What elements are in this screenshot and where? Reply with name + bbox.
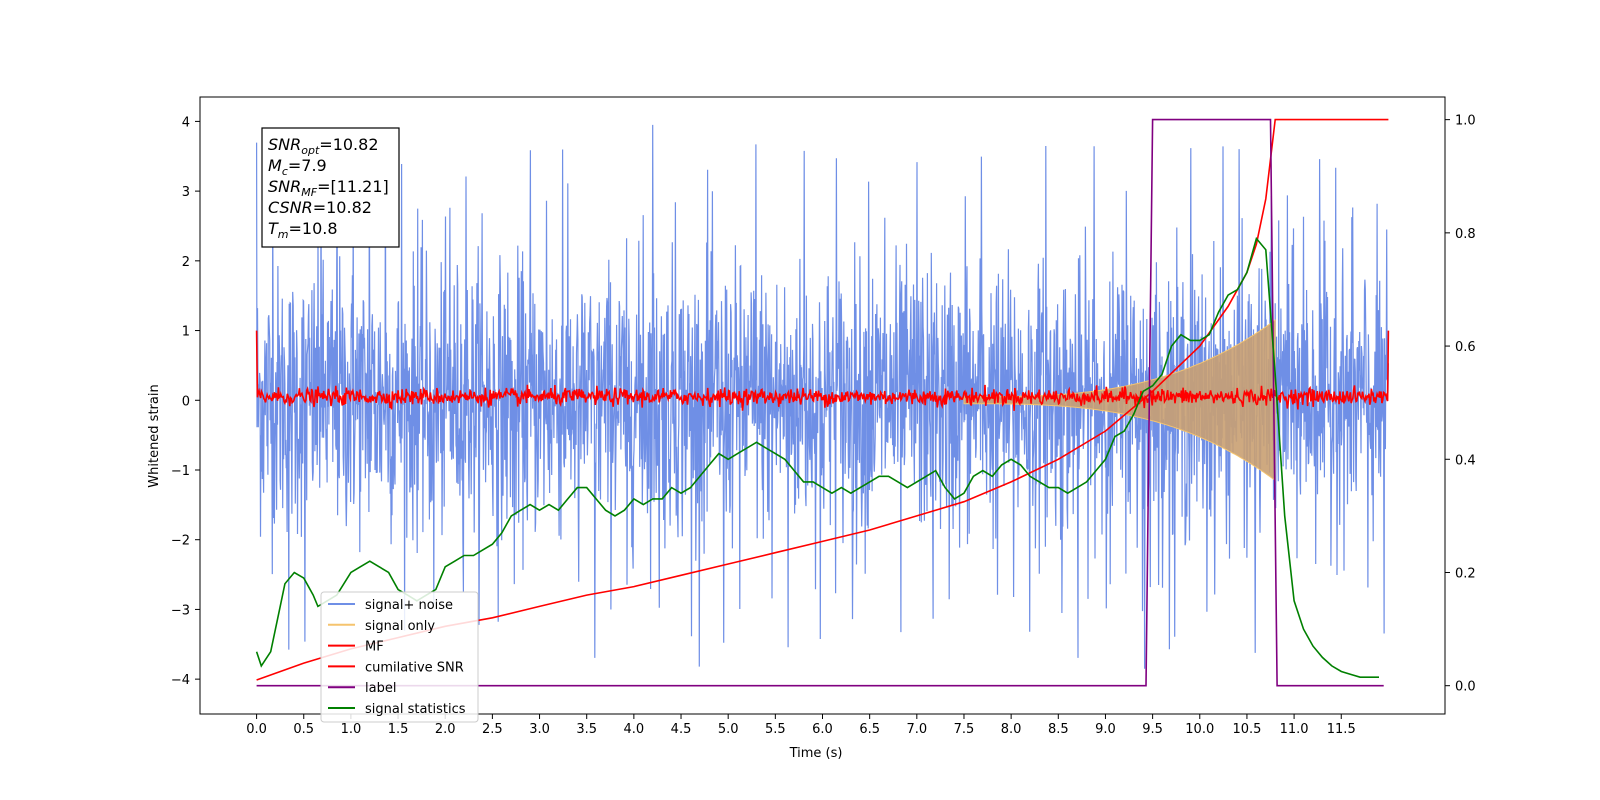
- y-left-tick-label: 0: [182, 394, 190, 409]
- x-tick-label: 0.5: [293, 722, 314, 737]
- info-line: CSNR=10.82: [268, 198, 372, 217]
- x-tick-label: 6.0: [812, 722, 833, 737]
- y-right-tick-label: 0.0: [1455, 680, 1476, 695]
- info-line: SNRMF=[11.21]: [268, 177, 389, 199]
- x-tick-label: 8.0: [1001, 722, 1022, 737]
- info-box-frame: [261, 127, 400, 248]
- y-left-tick-label: −2: [171, 534, 190, 549]
- info-line: Mc=7.9: [268, 156, 327, 178]
- y-left-tick-label: 3: [182, 185, 190, 200]
- y-left-tick-label: 4: [182, 115, 190, 130]
- y-left-tick-label: 2: [182, 255, 190, 270]
- y-right-tick-label: 0.6: [1455, 340, 1476, 355]
- legend-label: label: [365, 681, 396, 696]
- axes: 0.0 0.5 1.0 1.5 2.0 2.5 3.0 3.5 4.0 4.5 5.0 5.5 6.0 6…: [171, 96, 1476, 737]
- x-tick-label: 10.0: [1185, 722, 1214, 737]
- x-tick-label: 10.5: [1232, 722, 1261, 737]
- legend: signal+ noise signal only MF cumilative SNR…: [320, 591, 479, 723]
- y-left-tick-label: −1: [171, 464, 190, 479]
- info-box: SNRopt=10.82Mc=7.9SNRMF=[11.21]CSNR=10.8…: [261, 127, 400, 248]
- x-tick-label: 7.5: [954, 722, 975, 737]
- legend-frame: [320, 591, 479, 723]
- x-tick-label: 5.0: [718, 722, 739, 737]
- x-axis-label: Time (s): [789, 746, 843, 761]
- info-line: SNRopt=10.82: [268, 135, 379, 157]
- x-tick-label: 4.0: [624, 722, 645, 737]
- x-tick-label: 8.5: [1048, 722, 1069, 737]
- series-label: [256, 118, 1384, 687]
- x-tick-label: 6.5: [859, 722, 880, 737]
- y-right-tick-label: 0.8: [1455, 227, 1476, 242]
- x-tick-label: 3.5: [576, 722, 597, 737]
- x-tick-label: 3.0: [529, 722, 550, 737]
- y-right-tick-label: 0.4: [1455, 453, 1476, 468]
- legend-label: signal only: [365, 619, 435, 634]
- x-tick-label: 11.5: [1327, 722, 1356, 737]
- x-tick-label: 2.5: [482, 722, 503, 737]
- x-tick-label: 11.0: [1280, 722, 1309, 737]
- legend-label: signal statistics: [365, 702, 466, 717]
- info-line: Tm=10.8: [268, 219, 338, 241]
- legend-label: cumilative SNR: [365, 660, 464, 675]
- y-right-tick-label: 0.2: [1455, 566, 1476, 581]
- plot-area: [255, 118, 1390, 687]
- legend-label: signal+ noise: [365, 598, 453, 613]
- y-left-tick-label: 1: [182, 325, 190, 340]
- y-right-tick-label: 1.0: [1455, 114, 1476, 129]
- y-left-tick-label: −4: [171, 673, 190, 688]
- x-tick-label: 4.5: [671, 722, 692, 737]
- x-tick-label: 9.5: [1142, 722, 1163, 737]
- x-tick-label: 1.5: [388, 722, 409, 737]
- y-left-tick-label: −3: [171, 603, 190, 618]
- plot-series: [255, 118, 1390, 687]
- series-signal-statistics: [255, 236, 1379, 678]
- x-tick-label: 5.5: [765, 722, 786, 737]
- x-tick-label: 7.0: [906, 722, 927, 737]
- y-axis-label: Whitened strain: [147, 384, 162, 487]
- x-tick-label: 2.0: [435, 722, 456, 737]
- series-mf: [255, 330, 1390, 411]
- x-tick-label: 9.0: [1095, 722, 1116, 737]
- x-tick-label: 1.0: [341, 722, 362, 737]
- legend-label: MF: [365, 640, 384, 655]
- x-tick-label: 0.0: [246, 722, 267, 737]
